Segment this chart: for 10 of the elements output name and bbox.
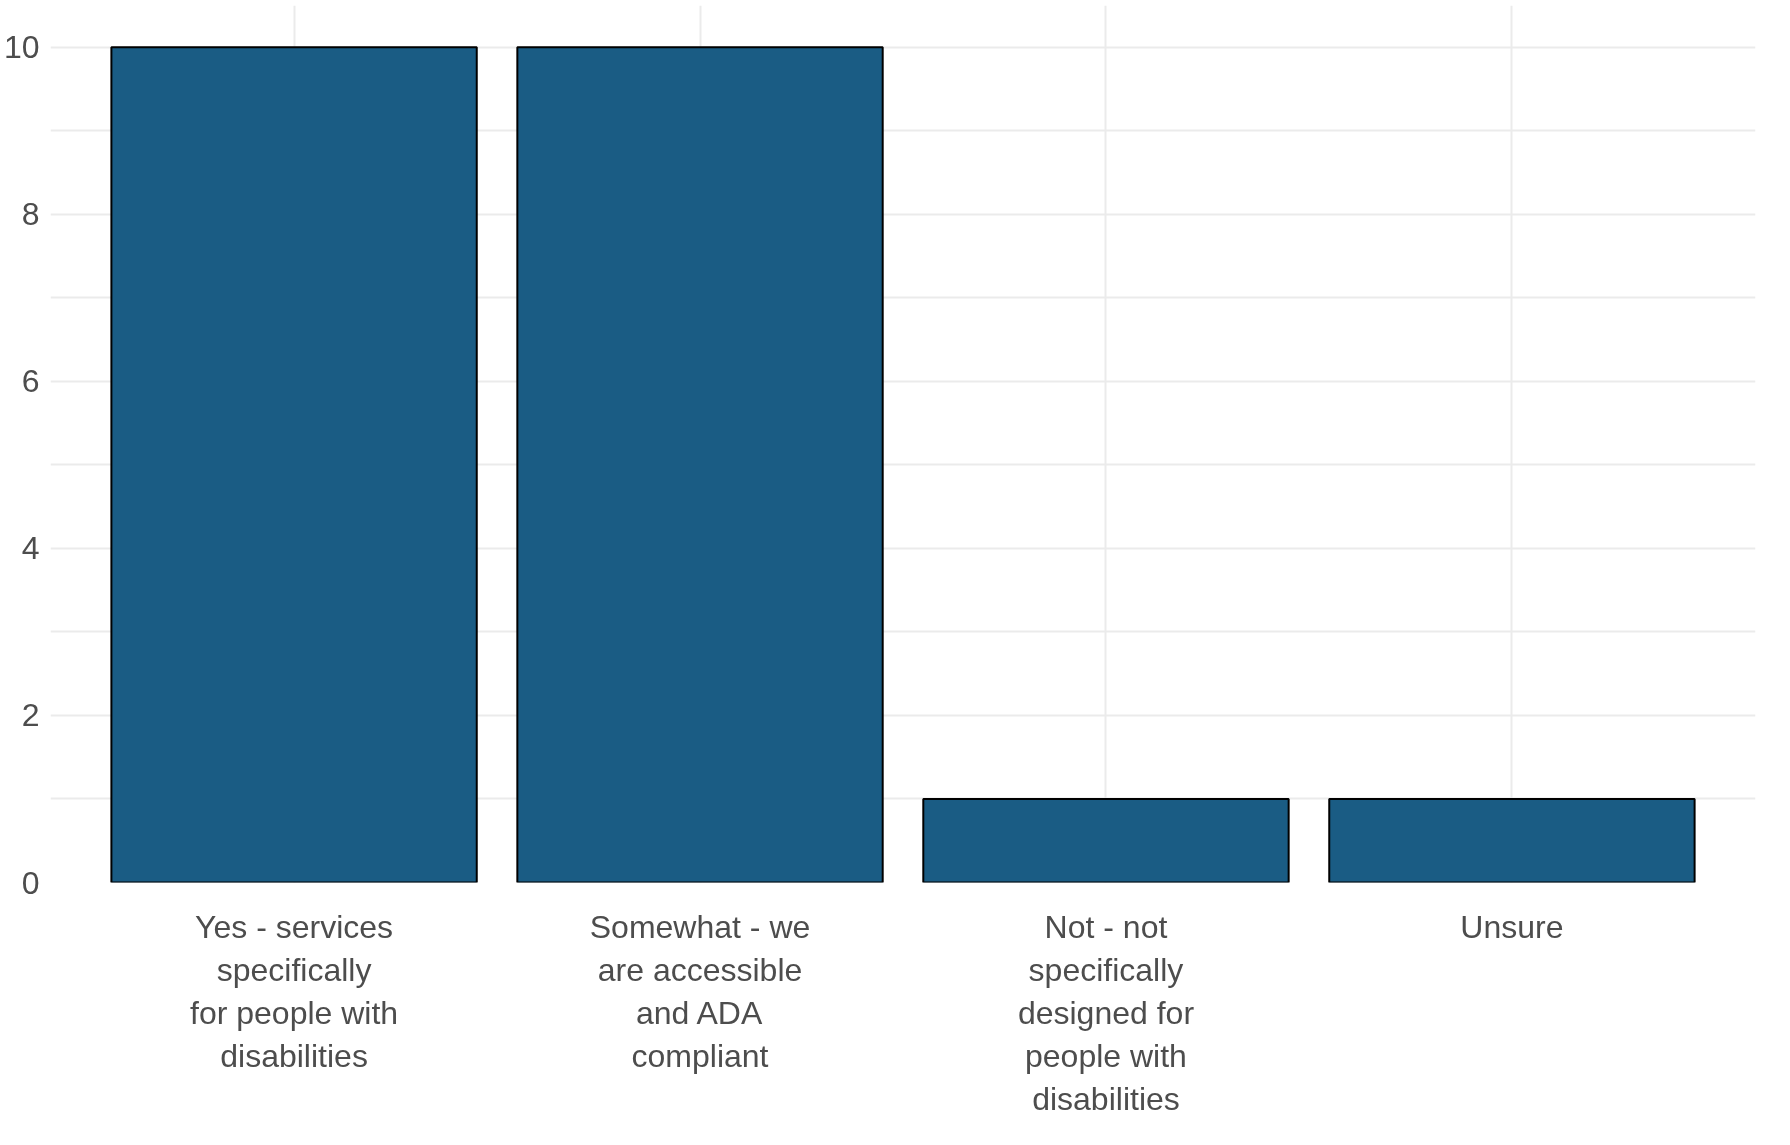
y-tick-label: 10 bbox=[3, 29, 40, 66]
y-tick-label: 2 bbox=[21, 697, 40, 734]
y-tick-label: 6 bbox=[21, 363, 40, 400]
x-tick-label: Not - not specifically designed for people with disabilities bbox=[1017, 908, 1195, 1118]
x-tick-label: Somewhat - we are accessible and ADA compliant bbox=[589, 908, 811, 1075]
x-tick-label: Yes - services specifically for people with disabilities bbox=[190, 908, 399, 1075]
y-tick-label: 4 bbox=[21, 530, 40, 567]
y-tick-label: 0 bbox=[21, 864, 40, 901]
x-tick-label: Unsure bbox=[1460, 908, 1564, 945]
y-tick-label: 8 bbox=[21, 196, 40, 233]
